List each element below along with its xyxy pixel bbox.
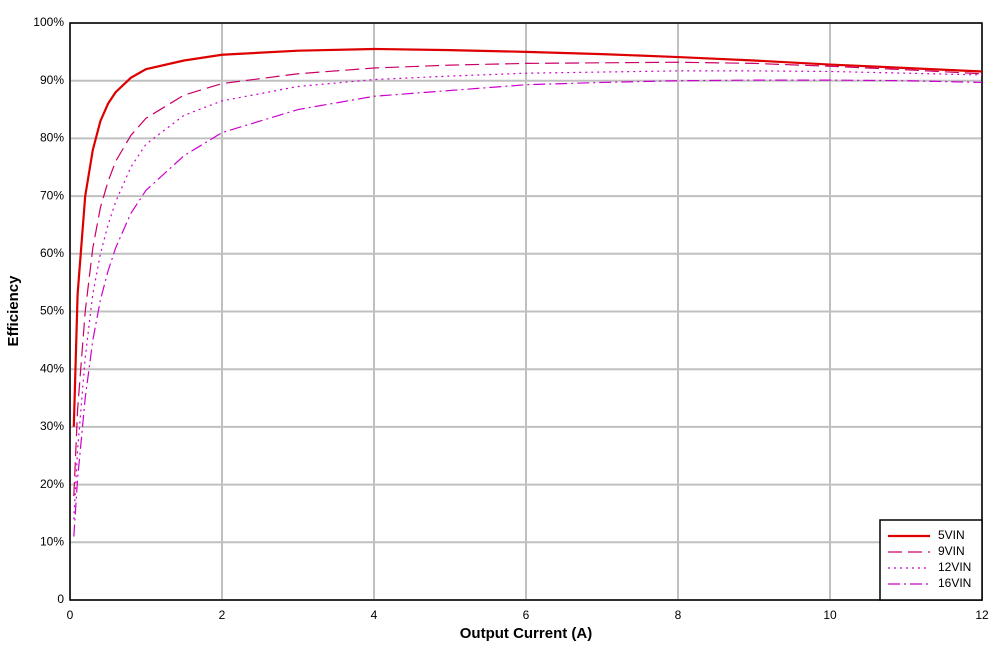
legend-label: 9VIN: [938, 544, 965, 558]
series-line: [73, 79, 983, 537]
legend-label: 16VIN: [938, 576, 971, 590]
y-tick-label: 10%: [40, 534, 64, 548]
x-tick-label: 8: [675, 608, 682, 622]
x-tick-label: 4: [371, 608, 378, 622]
y-axis-title: Efficiency: [5, 275, 22, 347]
y-tick-label: 70%: [40, 188, 64, 202]
x-axis-title: Output Current (A): [460, 625, 592, 642]
x-tick-label: 12: [975, 608, 989, 622]
y-tick-label: 100%: [33, 15, 64, 29]
y-tick-label: 50%: [40, 304, 64, 318]
y-tick-label: 20%: [40, 477, 64, 491]
x-tick-label: 2: [219, 608, 226, 622]
plot-border: [69, 22, 983, 601]
x-tick-label: 0: [67, 608, 74, 622]
x-tick-label: 6: [523, 608, 530, 622]
legend-box: [879, 519, 983, 601]
y-tick-label: 60%: [40, 246, 64, 260]
series-line: [72, 47, 983, 427]
series-line: [73, 61, 983, 497]
y-tick-label: 40%: [40, 361, 64, 375]
y-tick-label: 80%: [40, 131, 64, 145]
y-tick-label: 0: [57, 592, 64, 606]
legend-label: 5VIN: [938, 528, 965, 542]
y-tick-label: 90%: [40, 73, 64, 87]
y-tick-label: 30%: [40, 419, 64, 433]
series-line: [73, 70, 983, 520]
x-tick-label: 10: [823, 608, 837, 622]
legend-label: 12VIN: [938, 560, 971, 574]
